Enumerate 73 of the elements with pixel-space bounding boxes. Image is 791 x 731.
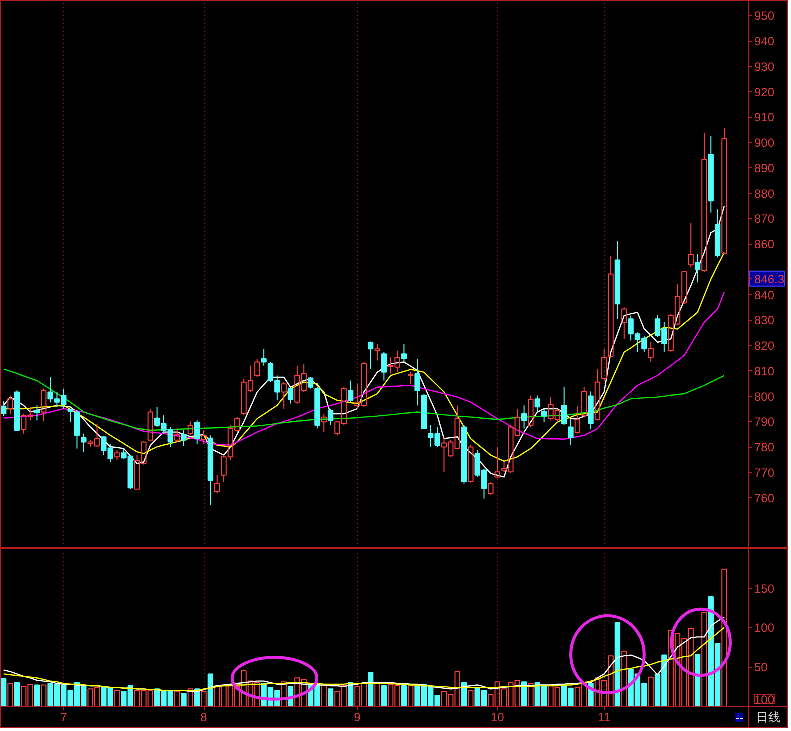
candlestick [708,136,714,214]
text: 日线 [756,710,780,724]
y-tick-label: 50 [754,660,768,675]
bar [702,612,708,707]
bar [34,684,40,707]
candlestick [208,435,214,506]
y-tick-label: 920 [754,85,775,100]
bar [14,682,20,707]
line-series [3,292,726,446]
y-tick-label: 150 [754,582,775,596]
bar [174,691,180,707]
candlestick [694,254,701,284]
y-tick-label: 800 [754,390,775,404]
y-tick-label: 890 [754,161,775,176]
bar [694,654,701,707]
bar [188,688,194,707]
bar [328,688,334,707]
bar [208,674,214,707]
candlestick [614,240,621,320]
candlestick [588,391,594,430]
candlestick [622,307,628,340]
y-tick-label: 780 [754,440,775,455]
y-tick-label: 790 [754,415,775,430]
y-tick-label: 880 [754,186,775,201]
bar [281,682,287,707]
candlestick [34,405,40,422]
bar [1,678,7,707]
y-tick-label: 846.3 [754,272,785,286]
candlestick [201,430,207,444]
candlestick [374,344,380,362]
y-tick-label: 820 [754,339,775,354]
bar [468,690,474,707]
y-tick-label: 940 [754,34,775,49]
y-tick-label: 810 [754,364,775,378]
y-tick-label: 930 [754,60,775,74]
bar [201,691,207,707]
y-tick-label: 910 [754,110,775,125]
bar [114,690,120,707]
bar [722,568,728,707]
y-tick-label: 830 [754,314,775,328]
candlestick [181,430,187,447]
bar [408,684,414,707]
y-tick-label: 900 [754,136,775,150]
candlestick [521,405,528,430]
candlestick [254,358,260,378]
bar [622,650,628,707]
candlestick [414,358,420,406]
text: -- [736,711,744,725]
bar [181,693,187,707]
x-tick-label: 11 [598,710,611,724]
bar [41,684,47,707]
candlestick [401,344,408,363]
y-tick-label: 860 [754,238,775,252]
bar [381,686,388,707]
x-tick-label: 7 [60,710,68,724]
y-tick-label: 870 [754,212,775,226]
bar [648,676,654,707]
bar [401,686,408,707]
line-series [3,627,726,692]
x-tick-label: 10 [490,710,505,724]
bar [8,683,14,707]
x-tick-label: 8 [200,710,208,724]
candlestick [648,342,654,363]
y-tick-label: 760 [754,491,775,506]
bar [528,683,534,707]
candlestick [568,418,574,446]
y-tick-label: 950 [754,9,775,24]
bar [321,684,327,707]
y-tick-label: 770 [754,466,775,480]
candlestick [321,414,327,433]
y-tick-label: 100 [754,621,775,636]
y-tick-label: 840 [754,288,775,302]
x-tick-label: 9 [354,710,362,724]
